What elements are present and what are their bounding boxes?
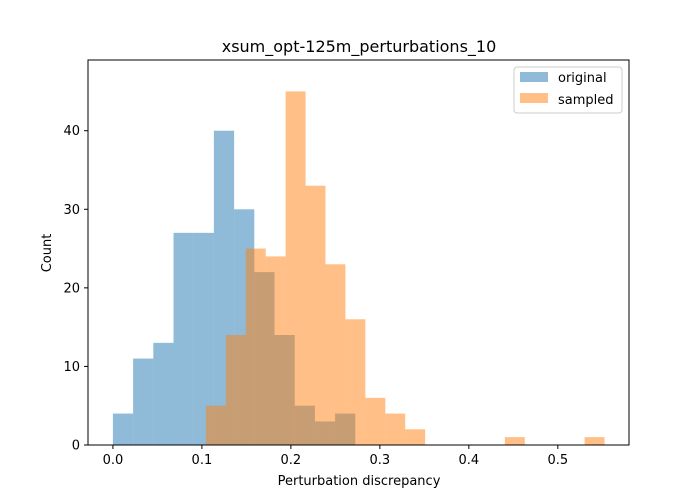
y-tick-label-1: 10 [63, 360, 80, 375]
bar-sampled-6 [325, 264, 346, 445]
bar-original-3 [173, 232, 194, 445]
chart-title: xsum_opt-125m_perturbations_10 [222, 37, 497, 57]
x-tick-label-3: 0.3 [370, 453, 391, 468]
legend-label-original: original [558, 71, 607, 86]
bar-sampled-2 [245, 248, 266, 445]
bars-layer [112, 91, 605, 445]
bar-sampled-7 [345, 319, 366, 445]
legend: original sampled [513, 66, 623, 114]
bar-sampled-10 [405, 429, 426, 445]
legend-label-sampled: sampled [558, 93, 614, 108]
x-tick-label-4: 0.4 [458, 453, 479, 468]
y-tick-label-4: 40 [63, 124, 80, 139]
bar-sampled-8 [365, 397, 386, 445]
legend-swatch-sampled [520, 93, 548, 103]
x-tick-label-0: 0.0 [103, 453, 124, 468]
x-tick-label-1: 0.1 [192, 453, 213, 468]
x-tick-label-2: 0.2 [281, 453, 302, 468]
bar-original-1 [133, 358, 154, 445]
bar-original-4 [193, 232, 214, 445]
bar-sampled-15 [504, 437, 525, 445]
bar-sampled-0 [205, 405, 226, 445]
bar-sampled-1 [225, 335, 246, 445]
y-axis-label: Count [40, 234, 55, 273]
legend-swatch-original [520, 72, 548, 82]
bar-sampled-9 [385, 413, 406, 445]
bar-sampled-3 [265, 256, 286, 445]
bar-original-0 [112, 413, 134, 445]
y-axis: 0 10 20 30 40 [63, 124, 88, 454]
y-tick-label-0: 0 [72, 439, 80, 454]
bar-sampled-19 [584, 437, 605, 445]
bar-original-2 [153, 342, 174, 445]
x-axis: 0.0 0.1 0.2 0.3 0.4 0.5 [103, 445, 568, 468]
x-tick-label-5: 0.5 [547, 453, 568, 468]
bar-sampled-5 [305, 185, 326, 445]
x-axis-label: Perturbation discrepancy [278, 474, 441, 489]
y-tick-label-2: 20 [63, 281, 80, 296]
plot-frame [87, 59, 630, 446]
y-tick-label-3: 30 [63, 203, 80, 218]
bar-sampled-4 [285, 91, 306, 445]
